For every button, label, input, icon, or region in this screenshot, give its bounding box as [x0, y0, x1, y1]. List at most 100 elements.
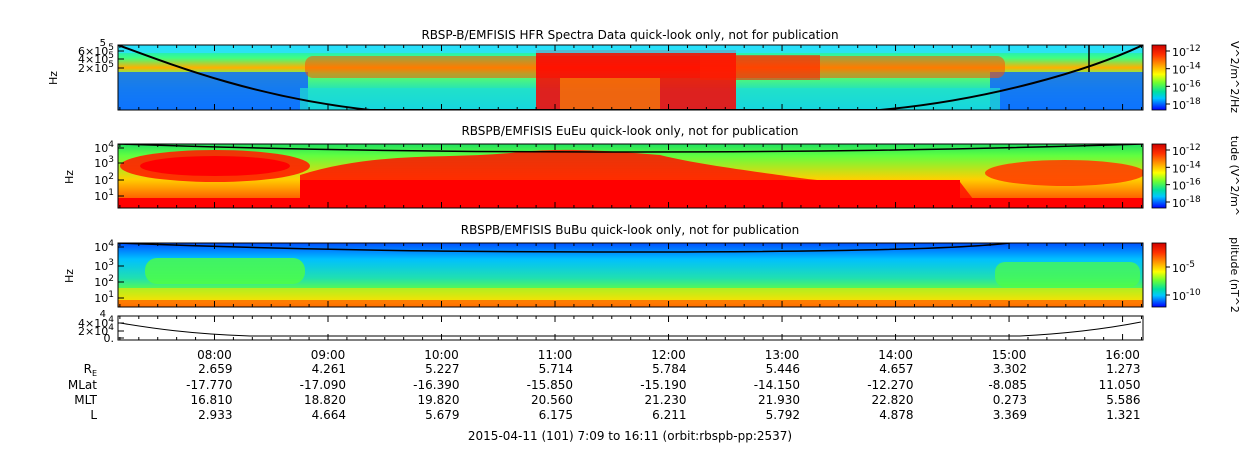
line-ytick-top-label: 4	[100, 309, 106, 320]
hfr-panel-title: RBSP-B/EMFISIS HFR Spectra Data quick-lo…	[421, 28, 838, 42]
ephemeris-mlat-value: -12.270	[867, 378, 913, 392]
ephemeris-rs-value: 3.302	[993, 362, 1027, 376]
eueu-colorbar-tick-label: 10-14	[1172, 160, 1201, 175]
ephemeris-l-value: 4.664	[312, 408, 346, 422]
time-tick-label: 15:00	[992, 348, 1027, 362]
hfr-colorbar-tick-label: 10-12	[1172, 44, 1201, 59]
bubu-colorbar	[1151, 242, 1167, 308]
eueu-panel-title: RBSPB/EMFISIS EuEu quick-look only, not …	[461, 124, 798, 138]
ephemeris-l-value: 6.175	[539, 408, 573, 422]
ephemeris-mlt-label: MLT	[74, 393, 97, 407]
ephemeris-mlt-value: 19.820	[418, 393, 460, 407]
ephemeris-mlat-value: -16.390	[413, 378, 459, 392]
ephemeris-mlt-value: 21.230	[645, 393, 687, 407]
ephemeris-l-value: 5.679	[425, 408, 459, 422]
eueu-colorbar	[1151, 143, 1167, 209]
ephemeris-mlat-value: -15.190	[640, 378, 686, 392]
time-axis-ticks	[119, 45, 1142, 340]
hfr-colorbar-tick-label: 10-14	[1172, 62, 1201, 77]
ephemeris-mlt-value: 16.810	[190, 393, 232, 407]
hfr-colorbar-ticks: 10-12 10-14 10-16 10-18	[1166, 44, 1201, 112]
time-tick-label: 10:00	[424, 348, 459, 362]
eueu-ytick-label: 103	[94, 155, 114, 170]
ephemeris-l-value: 3.369	[993, 408, 1027, 422]
ephemeris-mlt-value: 20.560	[531, 393, 573, 407]
bubu-colorbar-tick-label: 10-5	[1172, 260, 1195, 275]
eueu-spectrogram	[118, 144, 1143, 208]
ephemeris-mlt-value: 22.820	[872, 393, 914, 407]
ephemeris-l-label: L	[90, 408, 97, 422]
ephemeris-rs-value: 4.657	[879, 362, 913, 376]
footer-time-range: 2015-04-11 (101) 7:09 to 16:11 (orbit:rb…	[468, 429, 792, 443]
ephemeris-mlt-value: 0.273	[993, 393, 1027, 407]
ephemeris-mlat-value: -17.770	[186, 378, 232, 392]
time-tick-label: 09:00	[311, 348, 346, 362]
eueu-ylabel: Hz	[63, 170, 76, 184]
ephemeris-l-value: 6.211	[652, 408, 686, 422]
bubu-ytick-label: 104	[94, 239, 114, 254]
bubu-colorbar-tick-label: 10-10	[1172, 288, 1201, 303]
ephemeris-mlt-value: 5.586	[1106, 393, 1140, 407]
eueu-ytick-label: 101	[94, 188, 114, 203]
line-ytick-label: 0.	[104, 332, 115, 345]
ephemeris-rs-value: 4.261	[312, 362, 346, 376]
hfr-colorbar-label: V^2/m^2/Hz	[1228, 41, 1241, 113]
ephemeris-mlat-value: 11.050	[1099, 378, 1141, 392]
ephemeris-l-value: 2.933	[198, 408, 232, 422]
ephemeris-rs-value: 5.714	[539, 362, 573, 376]
bubu-ytick-label: 101	[94, 290, 114, 305]
hfr-ylabel: Hz	[47, 71, 60, 85]
bubu-ytick-label: 103	[94, 258, 114, 273]
eueu-colorbar-tick-label: 10-16	[1172, 178, 1201, 193]
line-ytick-label: 4×104	[78, 315, 114, 330]
ephemeris-rs-label: RE	[84, 362, 97, 378]
ephemeris-rs-value: 5.784	[652, 362, 686, 376]
ephemeris-mlat-value: -8.085	[988, 378, 1027, 392]
hfr-colorbar	[1151, 44, 1167, 111]
ephemeris-mlat-value: -17.090	[300, 378, 346, 392]
ephemeris-l-value: 5.792	[766, 408, 800, 422]
hfr-ytick-label: 4×105	[78, 51, 114, 66]
ephemeris-mlat-value: -15.850	[527, 378, 573, 392]
time-axis-labels: 08:00 09:00 10:00 11:00 12:00 13:00 14:00 15:00…	[197, 348, 1140, 362]
ephemeris-l-value: 4.878	[879, 408, 913, 422]
time-tick-label: 11:00	[538, 348, 573, 362]
hfr-colorbar-tick-label: 10-16	[1172, 79, 1201, 94]
ephemeris-mlt-value: 21.930	[758, 393, 800, 407]
bubu-panel-title: RBSPB/EMFISIS BuBu quick-look only, not …	[461, 223, 799, 237]
ephemeris-mlat-label: MLat	[68, 378, 97, 392]
bubu-ytick-label: 102	[94, 274, 114, 289]
ephemeris-mlat-value: -14.150	[754, 378, 800, 392]
eueu-ytick-label: 102	[94, 172, 114, 187]
time-tick-label: 14:00	[878, 348, 913, 362]
time-tick-label: 16:00	[1105, 348, 1140, 362]
bubu-spectrogram	[118, 243, 1143, 307]
eueu-colorbar-tick-label: 10-12	[1172, 143, 1201, 158]
time-tick-label: 08:00	[197, 348, 232, 362]
eueu-ytick-label: 104	[94, 140, 114, 155]
ephemeris-rs-value: 5.227	[425, 362, 459, 376]
time-tick-label: 13:00	[765, 348, 800, 362]
hfr-ytick-label: 2×105	[78, 60, 114, 75]
hfr-ytick-top-label: 5	[100, 38, 106, 49]
hfr-ytick-label: 6×105	[78, 43, 114, 58]
line-ytick-label: 2×104	[78, 323, 114, 338]
bubu-colorbar-label: plitude (nT^2	[1228, 237, 1241, 313]
eueu-colorbar-ticks: 10-12 10-14 10-16 10-18	[1166, 143, 1201, 210]
ephemeris-rs-value: 5.446	[766, 362, 800, 376]
hfr-spectrogram	[118, 45, 1143, 110]
line-series	[119, 321, 1142, 337]
bubu-ylabel: Hz	[63, 269, 76, 283]
ephemeris-mlt-value: 18.820	[304, 393, 346, 407]
eueu-colorbar-tick-label: 10-18	[1172, 195, 1201, 210]
ephemeris-rs-value: 2.659	[198, 362, 232, 376]
ephemeris-rs-value: 1.273	[1106, 362, 1140, 376]
hfr-colorbar-tick-label: 10-18	[1172, 97, 1201, 112]
